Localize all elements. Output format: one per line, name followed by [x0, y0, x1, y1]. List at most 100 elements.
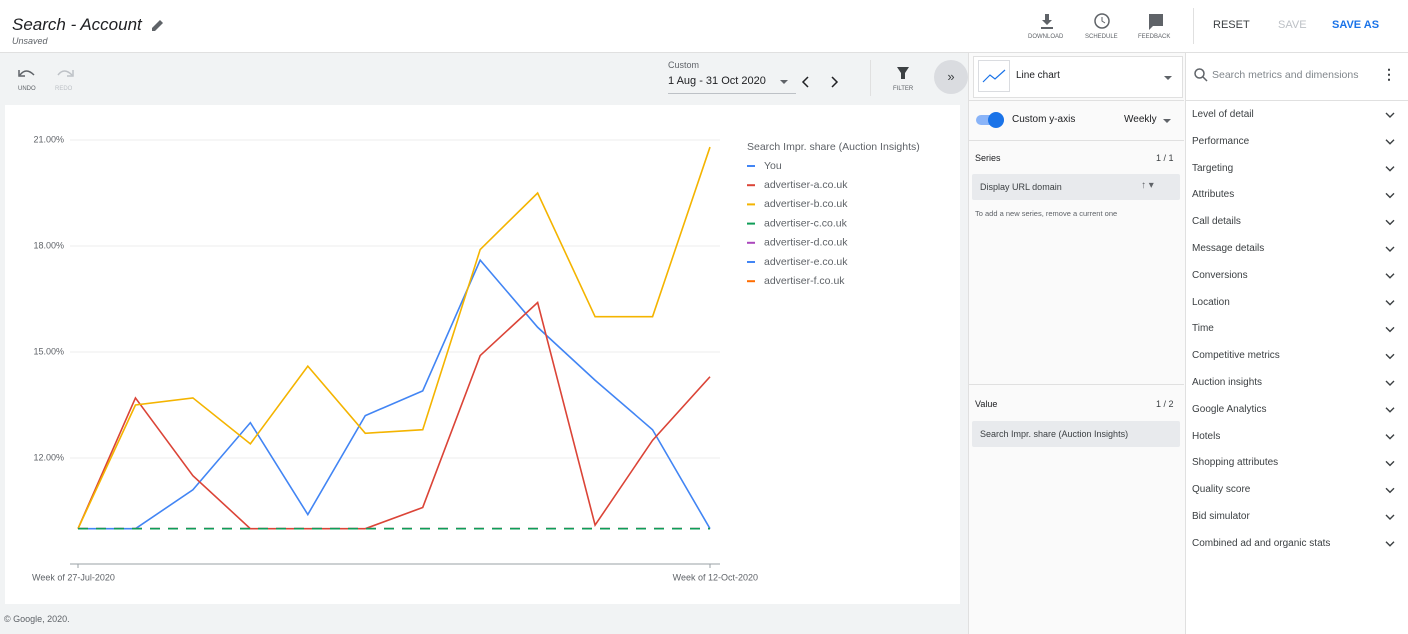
chevron — [1385, 487, 1395, 494]
chevron — [1385, 300, 1395, 306]
save-as-button[interactable]: SAVE AS — [1332, 19, 1380, 31]
chevron — [1385, 434, 1395, 440]
value-item[interactable]: Search Impr. share (Auction Insights) — [980, 429, 1129, 439]
divider — [870, 60, 871, 96]
chevron — [1385, 380, 1395, 386]
chevron — [1385, 139, 1395, 145]
date-controls[interactable] — [778, 74, 848, 90]
dimension-group[interactable]: Quality score — [1192, 484, 1251, 496]
chevron — [1385, 541, 1395, 547]
divider — [1193, 8, 1194, 44]
dimension-group[interactable]: Conversions — [1192, 269, 1248, 281]
toggle[interactable] — [975, 111, 1007, 129]
dimension-group[interactable]: Attributes — [1192, 189, 1235, 201]
line-chart-icon — [978, 60, 1010, 92]
divider — [968, 384, 1184, 385]
collapse-button[interactable]: » — [934, 60, 968, 94]
value-chip[interactable] — [972, 421, 1180, 447]
date-label: Custom — [668, 60, 700, 70]
filter-button[interactable]: FILTER — [893, 86, 914, 92]
dropdown-icon[interactable] — [1162, 117, 1172, 125]
report-title[interactable]: Search - Account — [12, 15, 142, 34]
legend-label: advertiser-e.co.uk — [764, 256, 848, 268]
schedule-button[interactable]: SCHEDULE — [1085, 34, 1118, 40]
y-tick-label: 21.00% — [33, 134, 64, 144]
series-chip[interactable] — [972, 174, 1180, 200]
dimension-group[interactable]: Level of detail — [1192, 109, 1254, 120]
series-line — [77, 146, 711, 530]
chevron — [1385, 514, 1395, 520]
editor-panel — [968, 53, 1186, 634]
y-tick-label: 18.00% — [33, 240, 64, 250]
dimension-group[interactable]: Performance — [1192, 135, 1250, 147]
granularity[interactable]: Weekly — [1124, 114, 1157, 125]
series-item[interactable]: Display URL domain — [980, 182, 1062, 192]
chevron — [1385, 407, 1395, 413]
filter-icon[interactable] — [896, 66, 910, 80]
dimension-group[interactable]: Call details — [1192, 216, 1241, 228]
series-hint: To add a new series, remove a current on… — [975, 209, 1118, 218]
date-underline — [668, 93, 796, 94]
dimension-group[interactable]: Google Analytics — [1192, 403, 1267, 415]
y-tick-label: 15.00% — [33, 346, 64, 356]
custom-y-axis: Custom y-axis — [1012, 114, 1076, 125]
undo-redo-icons — [18, 70, 74, 77]
chevron — [1385, 166, 1395, 172]
dimension-group[interactable]: Message details — [1192, 243, 1265, 254]
dimension-group[interactable]: Competitive metrics — [1192, 350, 1280, 362]
reset-button[interactable]: RESET — [1213, 19, 1250, 31]
undo-button[interactable]: UNDO — [18, 86, 36, 92]
legend-label: advertiser-c.co.uk — [764, 217, 848, 229]
dimension-group[interactable]: Hotels — [1192, 430, 1221, 442]
legend-title: Search Impr. share (Auction Insights) — [747, 141, 920, 153]
dimension-group[interactable]: Targeting — [1192, 162, 1234, 174]
date-range[interactable]: 1 Aug - 31 Oct 2020 — [668, 75, 766, 87]
chart-card — [5, 105, 960, 604]
series-line — [77, 301, 711, 530]
dimension-group[interactable]: Shopping attributes — [1192, 457, 1279, 469]
edit-icon[interactable] — [150, 17, 166, 33]
chevron — [1385, 112, 1395, 118]
divider — [968, 140, 1184, 141]
value-label: Value — [975, 399, 998, 409]
series-controls[interactable]: ↑ ▾ — [1141, 180, 1154, 191]
legend-label: You — [764, 160, 782, 172]
value-count: 1 / 2 — [1156, 399, 1174, 409]
legend-label: advertiser-d.co.uk — [764, 237, 848, 249]
chevron — [1385, 326, 1395, 333]
divider — [1185, 100, 1408, 101]
chart: Search Impr. share (Auction Insights) 12… — [5, 105, 960, 604]
chevron — [1385, 219, 1395, 226]
more-menu[interactable]: ⋮ — [1382, 66, 1396, 82]
redo-button[interactable]: REDO — [55, 86, 73, 92]
x-tick-label: Week of 12-Oct-2020 — [673, 572, 758, 582]
chevron — [1385, 273, 1395, 279]
dropdown-icon[interactable] — [1163, 74, 1173, 82]
save-button[interactable]: SAVE — [1278, 19, 1307, 31]
header-bar — [0, 0, 1408, 53]
dimension-group[interactable]: Bid simulator — [1192, 511, 1250, 522]
series-label: Series — [975, 153, 1001, 163]
header-icons — [1041, 13, 1163, 30]
legend-label: advertiser-f.co.uk — [764, 275, 845, 287]
search-input[interactable]: Search metrics and dimensions — [1212, 69, 1359, 81]
feedback-button[interactable]: FEEDBACK — [1138, 34, 1171, 40]
chevron — [1385, 246, 1395, 252]
download-button[interactable]: DOWNLOAD — [1028, 34, 1064, 40]
chevron — [1385, 460, 1395, 467]
legend-label: advertiser-a.co.uk — [764, 179, 848, 191]
dimension-group[interactable]: Time — [1192, 323, 1214, 335]
x-tick-label: Week of 27-Jul-2020 — [32, 572, 115, 582]
chevron — [1385, 192, 1395, 199]
dimension-group[interactable]: Auction insights — [1192, 377, 1263, 388]
divider — [968, 100, 1184, 101]
dimension-group[interactable]: Location — [1192, 296, 1230, 308]
search-icon — [1194, 68, 1208, 82]
chevrons — [1385, 112, 1395, 547]
dimension-group[interactable]: Combined ad and organic stats — [1192, 537, 1331, 549]
legend-label: advertiser-b.co.uk — [764, 198, 848, 210]
series-count: 1 / 1 — [1156, 153, 1174, 163]
footer: © Google, 2020. — [4, 614, 70, 624]
chart-type[interactable]: Line chart — [1016, 70, 1060, 81]
